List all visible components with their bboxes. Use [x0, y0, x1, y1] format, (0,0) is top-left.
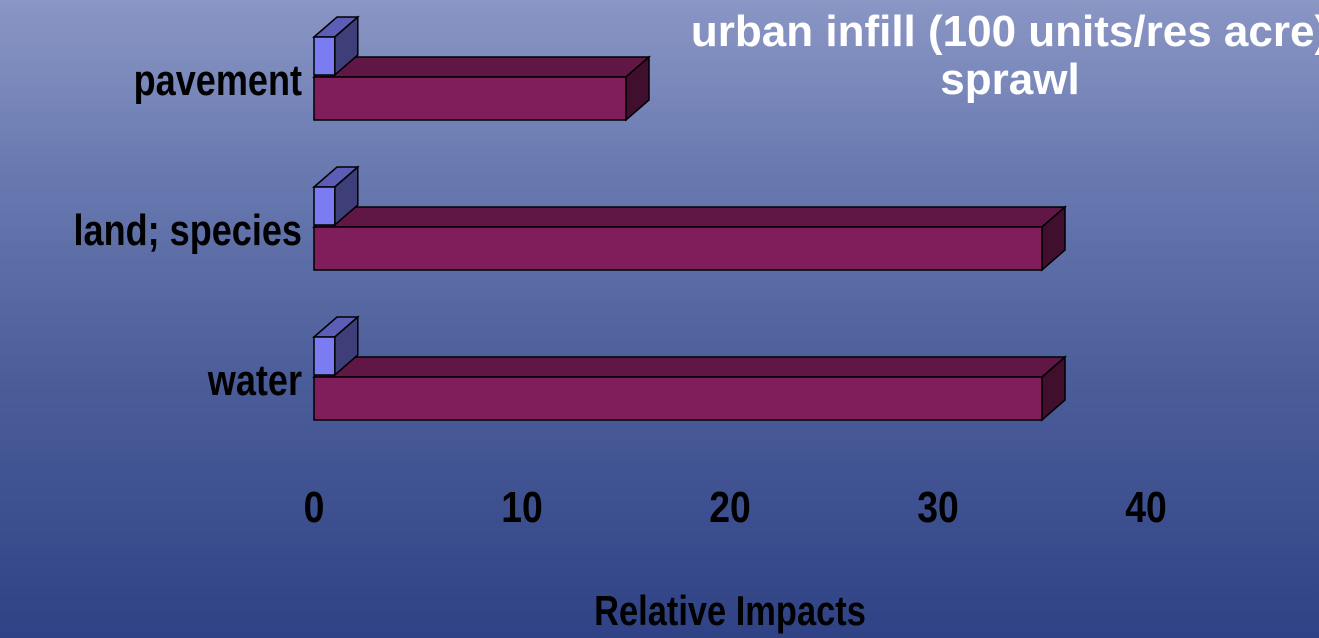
bar-front-face — [313, 186, 336, 226]
bar-sprawl-1 — [311, 205, 1068, 272]
bar-front-face — [313, 226, 1043, 271]
x-tick-label: 30 — [917, 482, 959, 532]
bar-front-face — [313, 376, 1043, 421]
bar-front-face — [313, 76, 627, 121]
bar-front-face — [313, 336, 336, 376]
x-tick-label: 20 — [709, 482, 751, 532]
x-axis-label: Relative Impacts — [594, 588, 866, 635]
bar-top-face — [311, 356, 1068, 378]
bar-top-face — [311, 206, 1068, 228]
bar-urban-infill-1 — [311, 165, 360, 227]
bar-urban-infill-2 — [311, 315, 360, 377]
x-tick-label: 40 — [1125, 482, 1167, 532]
category-labels: pavement land; species water — [73, 56, 302, 405]
legend-item-urban-infill: urban infill (100 units/res acre) — [690, 7, 1319, 56]
category-label: pavement — [134, 56, 302, 105]
x-tick-labels: 0 10 20 30 40 — [304, 482, 1167, 532]
category-label: land; species — [73, 206, 302, 255]
bars-group — [311, 15, 1068, 422]
legend: urban infill (100 units/res acre) sprawl — [520, 8, 1319, 104]
legend-item-sprawl: sprawl — [940, 55, 1080, 104]
bar-front-face — [313, 36, 336, 76]
x-tick-label: 0 — [304, 482, 325, 532]
bar-sprawl-0 — [311, 55, 652, 122]
bar-urban-infill-0 — [311, 15, 360, 77]
x-tick-label: 10 — [501, 482, 543, 532]
category-label: water — [207, 356, 302, 405]
bar-sprawl-2 — [311, 355, 1068, 422]
